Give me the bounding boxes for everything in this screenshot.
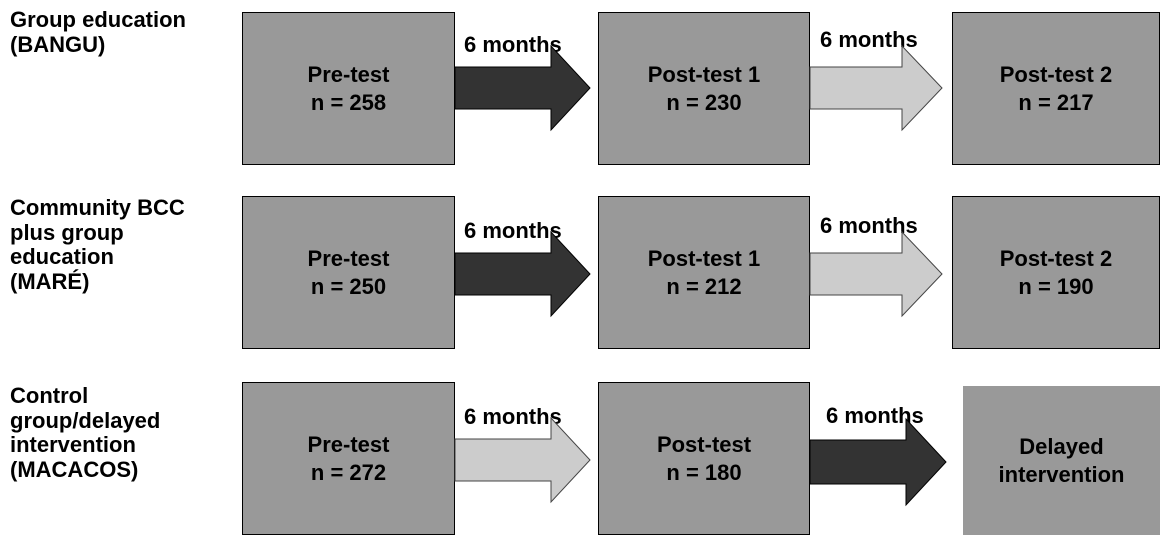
box-macacos-posttest: Post-test n = 180 bbox=[598, 382, 810, 535]
box-title: Post-test 2 bbox=[999, 245, 1113, 271]
arrow-label-mare-2: 6 months bbox=[820, 213, 918, 238]
arrow-bangu-1 bbox=[454, 44, 591, 132]
box-bangu-pretest: Pre-test n = 258 bbox=[242, 12, 455, 165]
box-mare-posttest2: Post-test 2 n = 190 bbox=[952, 196, 1160, 349]
arrow-mare-2 bbox=[809, 230, 943, 318]
box-title: Post-test bbox=[656, 431, 752, 457]
box-subtitle: intervention bbox=[998, 461, 1125, 487]
arrow-label-bangu-1: 6 months bbox=[464, 32, 562, 57]
box-count: n = 230 bbox=[666, 89, 742, 115]
box-title: Post-test 1 bbox=[647, 61, 761, 87]
arrow-label-macacos-1: 6 months bbox=[464, 404, 562, 429]
box-count: n = 180 bbox=[666, 459, 742, 485]
box-title: Pre-test bbox=[307, 245, 390, 271]
box-mare-posttest1: Post-test 1 n = 212 bbox=[598, 196, 810, 349]
arrow-mare-1 bbox=[454, 230, 591, 318]
box-count: n = 258 bbox=[310, 89, 387, 115]
box-mare-pretest: Pre-test n = 250 bbox=[242, 196, 455, 349]
arrow-label-bangu-2: 6 months bbox=[820, 27, 918, 52]
box-count: n = 190 bbox=[1018, 273, 1094, 299]
arrow-macacos-2 bbox=[809, 417, 947, 507]
box-count: n = 212 bbox=[666, 273, 742, 299]
box-bangu-posttest1: Post-test 1 n = 230 bbox=[598, 12, 810, 165]
row-label-macacos: Control group/delayed intervention (MACA… bbox=[10, 383, 161, 482]
row-label-mare: Community BCC plus group education (MARÉ… bbox=[10, 195, 185, 294]
box-count: n = 217 bbox=[1018, 89, 1094, 115]
arrow-bangu-2 bbox=[809, 44, 943, 132]
box-title: Post-test 1 bbox=[647, 245, 761, 271]
box-title: Post-test 2 bbox=[999, 61, 1113, 87]
row-label-bangu: Group education (BANGU) bbox=[10, 7, 186, 57]
arrow-macacos-1 bbox=[454, 416, 591, 504]
box-title: Pre-test bbox=[307, 61, 390, 87]
box-count: n = 250 bbox=[310, 273, 387, 299]
box-title: Pre-test bbox=[307, 431, 390, 457]
box-title: Delayed bbox=[1019, 433, 1104, 459]
box-macacos-pretest: Pre-test n = 272 bbox=[242, 382, 455, 535]
box-bangu-posttest2: Post-test 2 n = 217 bbox=[952, 12, 1160, 165]
box-count: n = 272 bbox=[310, 459, 387, 485]
box-macacos-delayed: Delayed intervention bbox=[963, 386, 1160, 535]
arrow-label-mare-1: 6 months bbox=[464, 218, 562, 243]
